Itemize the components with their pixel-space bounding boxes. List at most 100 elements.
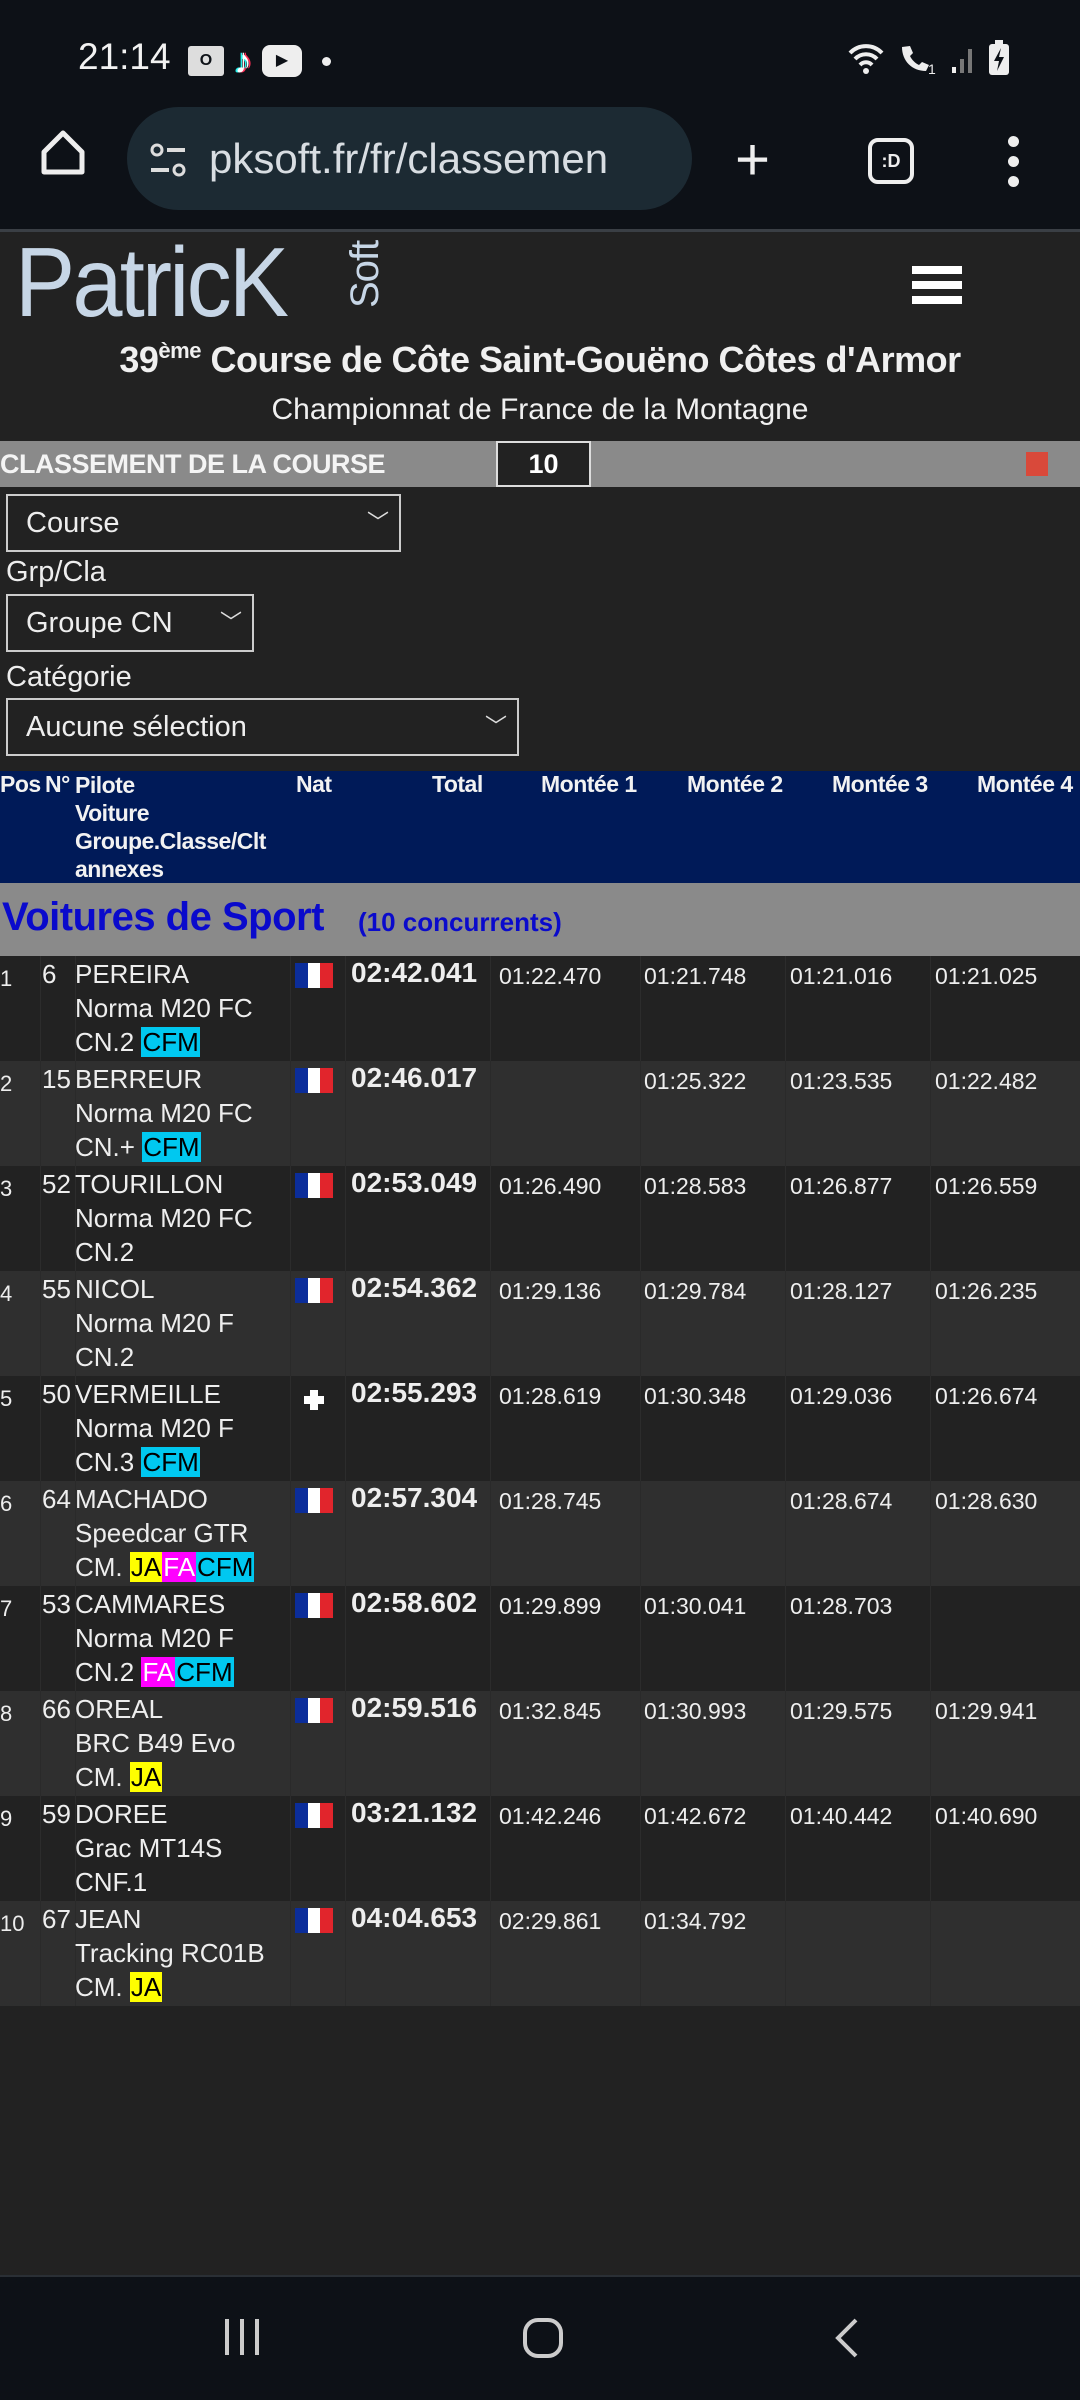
montee-1-time: 01:29.899	[499, 1593, 602, 1619]
more-options-icon[interactable]	[1008, 136, 1020, 196]
column-divider	[40, 1271, 41, 1376]
ranking-bar: CLASSEMENT DE LA COURSE 10	[0, 441, 1080, 487]
recent-apps-icon[interactable]	[222, 2317, 262, 2357]
column-divider	[930, 1271, 931, 1376]
montee-2-time: 01:30.348	[644, 1383, 747, 1409]
chevron-down-icon: ﹀	[366, 510, 389, 535]
driver-name[interactable]: OREAL	[75, 1694, 164, 1724]
col-montee-3[interactable]: Montée 3	[832, 771, 928, 797]
group-class-value: CM.	[75, 1762, 123, 1792]
table-row[interactable]: 9 59 DOREE Grac MT14S CNF.1 03:21.132 01:42.24…	[0, 1796, 1080, 1901]
montee-2-time: 01:30.993	[644, 1698, 747, 1724]
position: 7	[0, 1596, 13, 1621]
chevron-down-icon: ﹀	[484, 714, 507, 739]
site-settings-icon[interactable]	[149, 141, 189, 181]
column-divider	[930, 1691, 931, 1796]
patricksoft-logo[interactable]: PatricK Soft	[15, 233, 387, 331]
montee-2-time: 01:42.672	[644, 1803, 747, 1829]
montee-3-time: 01:23.535	[790, 1068, 893, 1094]
group-class: CN.2	[75, 1340, 290, 1374]
column-divider	[490, 1481, 491, 1586]
column-divider	[785, 1796, 786, 1901]
course-select[interactable]: Course ﹀	[6, 494, 401, 552]
total-time: 02:57.304	[351, 1482, 478, 1513]
montee-2-time: 01:29.784	[644, 1278, 747, 1304]
badge-cfm: CFM	[196, 1552, 255, 1582]
car-model: BRC B49 Evo	[75, 1728, 236, 1758]
montee-1-time: 01:26.490	[499, 1173, 602, 1199]
table-row[interactable]: 3 52 TOURILLON Norma M20 FC CN.2 02:53.049 01:…	[0, 1166, 1080, 1271]
column-divider	[930, 1901, 931, 2006]
column-divider	[40, 1376, 41, 1481]
french-flag-icon	[295, 1908, 334, 1933]
montee-3-time: 01:21.016	[790, 963, 893, 989]
driver-name[interactable]: CAMMARES	[75, 1589, 226, 1619]
driver-name[interactable]: NICOL	[75, 1274, 155, 1304]
french-flag-icon	[295, 1803, 334, 1828]
home-icon[interactable]	[38, 128, 88, 178]
table-row[interactable]: 10 67 JEAN Tracking RC01B CM. JA 04:04.653 02:…	[0, 1901, 1080, 2006]
column-divider	[640, 1376, 641, 1481]
home-button-icon[interactable]	[522, 2317, 564, 2359]
col-pilote-label: Pilote	[75, 772, 135, 798]
chevron-down-icon: ﹀	[219, 610, 242, 635]
column-divider	[345, 1376, 346, 1481]
column-divider	[290, 1271, 291, 1376]
driver-name[interactable]: JEAN	[75, 1904, 142, 1934]
col-pilote[interactable]: Pilote Voiture Groupe.Classe/Clt annexes	[75, 771, 266, 883]
table-row[interactable]: 6 64 MACHADO Speedcar GTR CM. JAFACFM 02:57.3…	[0, 1481, 1080, 1586]
column-divider	[290, 1061, 291, 1166]
car-model: Norma M20 F	[75, 1308, 234, 1338]
group-select[interactable]: Groupe CN ﹀	[6, 594, 254, 652]
group-class: CN.2 CFM	[75, 1025, 290, 1059]
column-divider	[785, 1586, 786, 1691]
tab-switcher-button[interactable]: :D	[868, 138, 914, 184]
col-annexes-label: annexes	[75, 856, 164, 882]
col-montee-4[interactable]: Montée 4	[977, 771, 1073, 797]
url-text[interactable]: pksoft.fr/fr/classemen	[209, 135, 609, 182]
column-divider	[930, 956, 931, 1061]
section-count: (10 concurrents)	[358, 907, 562, 937]
table-row[interactable]: 5 50 VERMEILLE Norma M20 F CN.3 CFM 02:55.293…	[0, 1376, 1080, 1481]
table-row[interactable]: 8 66 OREAL BRC B49 Evo CM. JA 02:59.516 01:32.…	[0, 1691, 1080, 1796]
driver-name[interactable]: VERMEILLE	[75, 1379, 221, 1409]
new-tab-icon[interactable]: +	[735, 126, 771, 193]
col-voiture-label: Voiture	[75, 800, 150, 826]
position: 1	[0, 966, 13, 991]
table-row[interactable]: 2 15 BERREUR Norma M20 FC CN.+ CFM 02:46.017 0…	[0, 1061, 1080, 1166]
driver-name[interactable]: DOREE	[75, 1799, 168, 1829]
driver-name[interactable]: TOURILLON	[75, 1169, 224, 1199]
col-montee-1[interactable]: Montée 1	[541, 771, 637, 797]
driver-name[interactable]: MACHADO	[75, 1484, 208, 1514]
nationality-flag	[295, 963, 334, 1068]
nationality-flag	[295, 1173, 334, 1278]
col-total[interactable]: Total	[432, 771, 483, 797]
group-class-value: CN.2	[75, 1237, 135, 1267]
col-num[interactable]: N°	[45, 771, 70, 797]
driver-name[interactable]: PEREIRA	[75, 959, 190, 989]
page-subtitle: Championnat de France de la Montagne	[271, 393, 809, 426]
column-divider	[75, 1061, 76, 1166]
group-class-value: CN.2	[75, 1027, 135, 1057]
table-row[interactable]: 7 53 CAMMARES Norma M20 F CN.2 FACFM 02:58.60…	[0, 1586, 1080, 1691]
hamburger-menu-icon[interactable]	[912, 266, 962, 311]
car-model: Speedcar GTR	[75, 1518, 249, 1548]
page-title: 39ème Course de Côte Saint-Gouëno Côtes …	[0, 338, 1080, 381]
nationality-flag	[295, 1698, 334, 1803]
col-groupe-label: Groupe.Classe/Clt	[75, 828, 266, 854]
badge-fa: FA	[141, 1657, 176, 1687]
col-pos[interactable]: Pos	[0, 771, 41, 797]
table-row[interactable]: 4 55 NICOL Norma M20 F CN.2 02:54.362 01:29.13…	[0, 1271, 1080, 1376]
column-divider	[75, 1481, 76, 1586]
category-select[interactable]: Aucune sélection ﹀	[6, 698, 519, 756]
montee-1-time: 01:32.845	[499, 1698, 602, 1724]
table-row[interactable]: 1 6 PEREIRA Norma M20 FC CN.2 CFM 02:42.041 01…	[0, 956, 1080, 1061]
group-class-value: CN.3	[75, 1447, 135, 1477]
col-montee-2[interactable]: Montée 2	[687, 771, 783, 797]
col-nat[interactable]: Nat	[296, 771, 332, 797]
table-header: Pos N° Pilote Voiture Groupe.Classe/Clt …	[0, 771, 1080, 883]
address-bar[interactable]: pksoft.fr/fr/classemen	[127, 107, 692, 210]
total-time: 02:53.049	[351, 1167, 478, 1198]
driver-name[interactable]: BERREUR	[75, 1064, 203, 1094]
back-icon[interactable]	[832, 2317, 862, 2359]
